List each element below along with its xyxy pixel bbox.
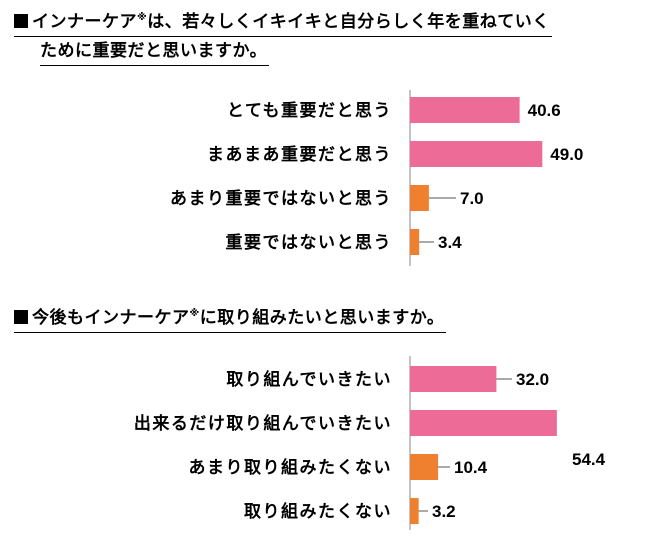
value-label: 49.0 <box>550 145 583 164</box>
category-label: 取り組みたくない <box>244 501 392 522</box>
bar <box>410 366 497 392</box>
value-label: 7.0 <box>460 189 484 208</box>
question-2-title: 今後もインナーケア※に取り組みたいと思いますか。 <box>14 300 447 333</box>
square-bullet-icon <box>14 310 28 324</box>
value-label: 10.4 <box>454 458 488 477</box>
question-1-title: インナーケア※は、若々しくイキイキと自分らしく年を重ねていく ために重要だと思い… <box>14 4 552 66</box>
bar <box>410 141 543 167</box>
bar <box>410 410 557 436</box>
square-bullet-icon <box>14 14 28 28</box>
question-2-line-1: 今後もインナーケア※に取り組みたいと思いますか。 <box>14 300 447 333</box>
category-label: あまり重要ではないと思う <box>170 188 392 209</box>
question-2-term: 今後もインナーケア <box>32 308 190 328</box>
value-label: 3.2 <box>432 502 456 521</box>
bar <box>410 498 419 524</box>
bar <box>410 454 439 480</box>
value-label: 54.4 <box>572 450 606 469</box>
question-1-text-a: は、若々しくイキイキと自分らしく年を重ねていく <box>147 12 550 32</box>
bar <box>410 97 520 123</box>
question-1-line-2: ために重要だと思いますか。 <box>40 37 270 66</box>
value-label: 3.4 <box>438 233 462 252</box>
category-label: まあまあ重要だと思う <box>207 144 392 165</box>
question-2-text: に取り組みたいと思いますか。 <box>199 308 445 328</box>
bar <box>410 185 429 211</box>
category-label: 重要ではないと思う <box>226 232 393 253</box>
category-label: あまり取り組みたくない <box>189 457 393 478</box>
bar <box>410 229 420 255</box>
category-label: 出来るだけ取り組んでいきたい <box>134 413 392 434</box>
value-label: 32.0 <box>516 370 549 389</box>
category-label: 取り組んでいきたい <box>226 369 392 390</box>
question-1-line-1: インナーケア※は、若々しくイキイキと自分らしく年を重ねていく <box>14 4 552 37</box>
category-label: とても重要だと思う <box>227 100 392 121</box>
question-1-term: インナーケア <box>32 12 137 32</box>
value-label: 40.6 <box>528 101 561 120</box>
footnote-mark: ※ <box>137 12 148 23</box>
footnote-mark: ※ <box>189 308 200 319</box>
